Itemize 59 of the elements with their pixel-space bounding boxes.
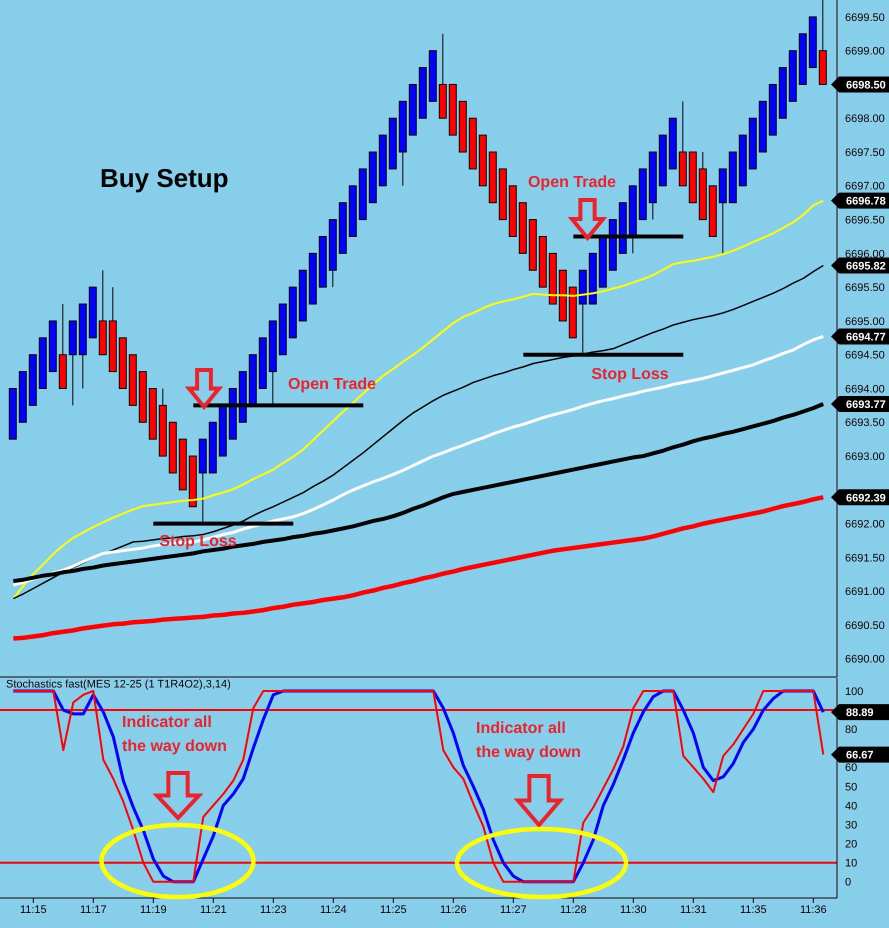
y-tick-label: 10 xyxy=(845,858,858,870)
y-tick-label: 6699.50 xyxy=(845,12,885,24)
series-label: Stop Loss xyxy=(591,366,669,383)
text: 6696.78 xyxy=(846,196,886,208)
x-tick-label: 11:27 xyxy=(500,904,527,916)
y-tick-label: 6691.00 xyxy=(845,586,885,598)
line-series xyxy=(12,200,824,600)
text: 88.89 xyxy=(846,707,874,720)
line-series xyxy=(12,334,825,587)
y-tick-label: 50 xyxy=(845,781,858,794)
x-tick-label: 11:24 xyxy=(320,904,347,916)
y-tick-label: 20 xyxy=(845,838,858,851)
x-tick-label: 11:36 xyxy=(800,904,827,916)
y-tick-label: 6693.50 xyxy=(845,417,885,430)
y-tick-label: 6697.50 xyxy=(845,146,885,159)
y-tick-label: 6692.00 xyxy=(845,518,885,531)
y-tick-label: 60 xyxy=(845,762,858,774)
line-series xyxy=(11,495,826,641)
y-tick-label: 40 xyxy=(845,800,858,812)
y-tick-label: 6697.00 xyxy=(845,180,885,193)
x-tick-label: 11:21 xyxy=(200,904,227,916)
y-tick-label: 6691.50 xyxy=(845,552,885,564)
y-tick-label: 6690.00 xyxy=(845,654,885,666)
x-tick-label: 11:26 xyxy=(440,904,467,916)
x-tick-label: 11:28 xyxy=(560,904,587,916)
text: 6698.50 xyxy=(846,79,886,92)
x-tick-label: 11:19 xyxy=(140,904,167,916)
y-tick-label: 6698.00 xyxy=(845,113,885,126)
y-tick-label: 6696.50 xyxy=(845,214,885,226)
y-tick-label: 6694.00 xyxy=(845,383,885,396)
annotation: Indicator all the way down xyxy=(122,713,228,757)
y-tick-label: 6695.50 xyxy=(845,282,885,294)
text: 6695.82 xyxy=(846,260,886,273)
annotation: Indicator all the way down xyxy=(476,719,582,763)
x-tick-label: 11:23 xyxy=(260,904,287,916)
y-tick-label: 6699.00 xyxy=(845,46,885,58)
y-tick-label: 80 xyxy=(845,724,858,736)
y-tick-label: 6690.50 xyxy=(845,620,885,632)
text: Buy Setup xyxy=(100,163,229,193)
chart-title: Stochastics fast(MES 12-25 (1 T1R4O2),3,14) xyxy=(6,678,231,690)
y-tick-label: 6694.50 xyxy=(845,350,885,362)
y-tick-label: 6695.00 xyxy=(845,316,885,328)
x-tick-label: 11:25 xyxy=(380,904,407,916)
x-tick-label: 11:35 xyxy=(740,904,767,916)
text: 6694.77 xyxy=(846,331,886,344)
x-tick-label: 11:30 xyxy=(620,904,647,916)
text: 6693.77 xyxy=(846,399,886,412)
y-tick-label: 0 xyxy=(845,876,852,889)
y-tick-label: 30 xyxy=(845,819,858,832)
text: 6692.39 xyxy=(846,492,886,504)
text: 66.67 xyxy=(846,750,874,762)
x-tick-label: 11:15 xyxy=(20,904,47,916)
y-tick-label: 6696.00 xyxy=(845,248,885,260)
x-tick-label: 11:31 xyxy=(680,904,707,916)
y-tick-label: 6693.00 xyxy=(845,450,885,463)
y-tick-label: 100 xyxy=(845,686,864,698)
x-tick-label: 11:17 xyxy=(80,904,107,916)
line-series xyxy=(12,264,824,600)
text: Open Trade xyxy=(528,174,616,191)
